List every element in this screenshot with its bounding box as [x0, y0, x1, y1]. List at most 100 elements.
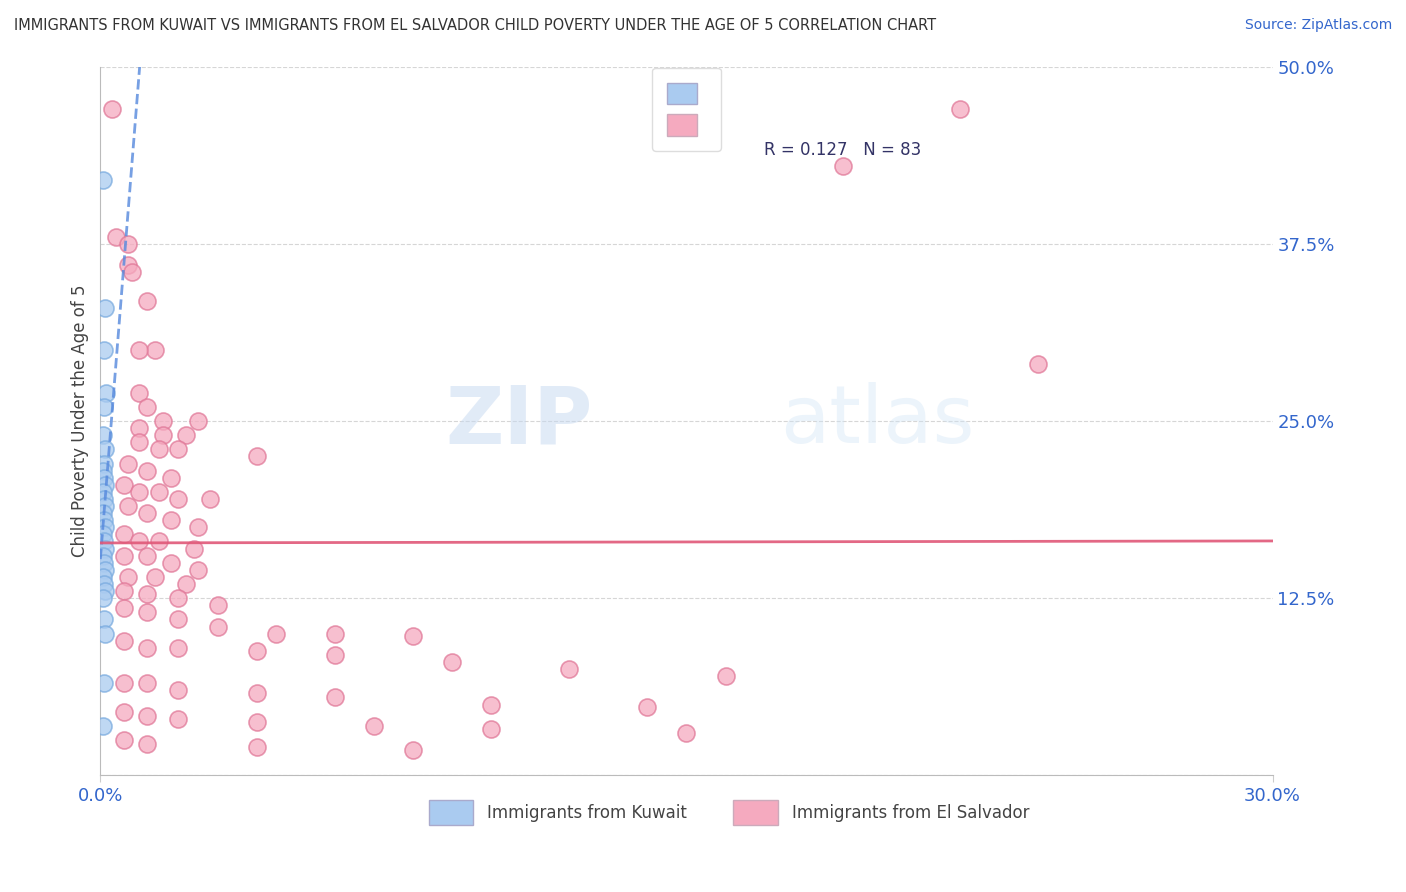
- Point: [93, 428, 115, 442]
- Text: Immigrants from El Salvador: Immigrants from El Salvador: [792, 804, 1029, 822]
- Point: [675, 726, 697, 740]
- Point: [112, 584, 135, 599]
- Point: [112, 549, 135, 563]
- Point: [167, 591, 190, 606]
- Point: [136, 606, 159, 620]
- Point: [93, 612, 115, 626]
- Point: [112, 477, 135, 491]
- Point: [93, 471, 115, 485]
- Point: [440, 655, 463, 669]
- Point: [104, 229, 127, 244]
- Point: [136, 709, 159, 723]
- Point: [198, 491, 221, 506]
- Point: [148, 442, 170, 457]
- Point: [136, 587, 159, 601]
- Point: [264, 626, 287, 640]
- Point: [101, 102, 124, 116]
- Point: [136, 737, 159, 751]
- Point: [93, 527, 115, 541]
- Point: [402, 743, 425, 757]
- Point: [94, 520, 117, 534]
- Point: [949, 102, 972, 116]
- Point: [246, 686, 269, 700]
- Point: [363, 719, 385, 733]
- Point: [323, 690, 346, 705]
- Point: [714, 669, 737, 683]
- Point: [323, 626, 346, 640]
- Point: [167, 491, 190, 506]
- Point: [117, 570, 139, 584]
- Point: [1026, 357, 1049, 371]
- Point: [128, 343, 150, 358]
- Point: [128, 484, 150, 499]
- Point: [246, 714, 269, 729]
- Point: [636, 700, 658, 714]
- Point: [93, 719, 115, 733]
- Point: [159, 513, 181, 527]
- Point: [187, 563, 209, 577]
- Y-axis label: Child Poverty Under the Age of 5: Child Poverty Under the Age of 5: [72, 285, 89, 558]
- Point: [167, 683, 190, 698]
- Text: IMMIGRANTS FROM KUWAIT VS IMMIGRANTS FROM EL SALVADOR CHILD POVERTY UNDER THE AG: IMMIGRANTS FROM KUWAIT VS IMMIGRANTS FRO…: [14, 18, 936, 33]
- Point: [246, 643, 269, 657]
- Point: [159, 471, 181, 485]
- Point: [167, 442, 190, 457]
- Point: [187, 414, 209, 428]
- Point: [121, 265, 143, 279]
- Point: [136, 400, 159, 414]
- Point: [148, 534, 170, 549]
- Point: [148, 484, 170, 499]
- Point: [94, 541, 117, 556]
- Point: [187, 520, 209, 534]
- Point: [94, 563, 117, 577]
- Point: [93, 173, 115, 187]
- Point: [96, 385, 118, 400]
- Point: [143, 343, 166, 358]
- Point: [136, 464, 159, 478]
- Point: [117, 236, 139, 251]
- Point: [167, 712, 190, 726]
- Point: [112, 733, 135, 747]
- Point: [136, 506, 159, 520]
- Point: [93, 464, 115, 478]
- Point: [93, 343, 115, 358]
- Point: [136, 549, 159, 563]
- Point: [479, 698, 502, 712]
- Point: [159, 556, 181, 570]
- Point: [323, 648, 346, 662]
- Text: atlas: atlas: [780, 382, 974, 460]
- Point: [128, 435, 150, 450]
- Point: [183, 541, 205, 556]
- Point: [93, 591, 115, 606]
- Point: [117, 457, 139, 471]
- Text: ZIP: ZIP: [446, 382, 593, 460]
- Point: [128, 421, 150, 435]
- Point: [93, 549, 115, 563]
- Point: [93, 556, 115, 570]
- Bar: [429, 800, 472, 825]
- Point: [136, 293, 159, 308]
- Point: [246, 739, 269, 754]
- Point: [93, 534, 115, 549]
- Point: [93, 570, 115, 584]
- Point: [117, 499, 139, 513]
- Point: [93, 457, 115, 471]
- Bar: [734, 800, 778, 825]
- Point: [207, 619, 229, 633]
- Point: [93, 577, 115, 591]
- Point: [207, 599, 229, 613]
- Point: [93, 676, 115, 690]
- Text: Source: ZipAtlas.com: Source: ZipAtlas.com: [1244, 18, 1392, 32]
- Point: [246, 450, 269, 464]
- Legend: , : ,: [652, 68, 721, 151]
- Point: [402, 630, 425, 644]
- Point: [152, 428, 174, 442]
- Point: [176, 428, 198, 442]
- Point: [94, 301, 117, 315]
- Point: [112, 527, 135, 541]
- Point: [136, 676, 159, 690]
- Point: [93, 484, 115, 499]
- Point: [128, 385, 150, 400]
- Point: [93, 513, 115, 527]
- Point: [112, 705, 135, 719]
